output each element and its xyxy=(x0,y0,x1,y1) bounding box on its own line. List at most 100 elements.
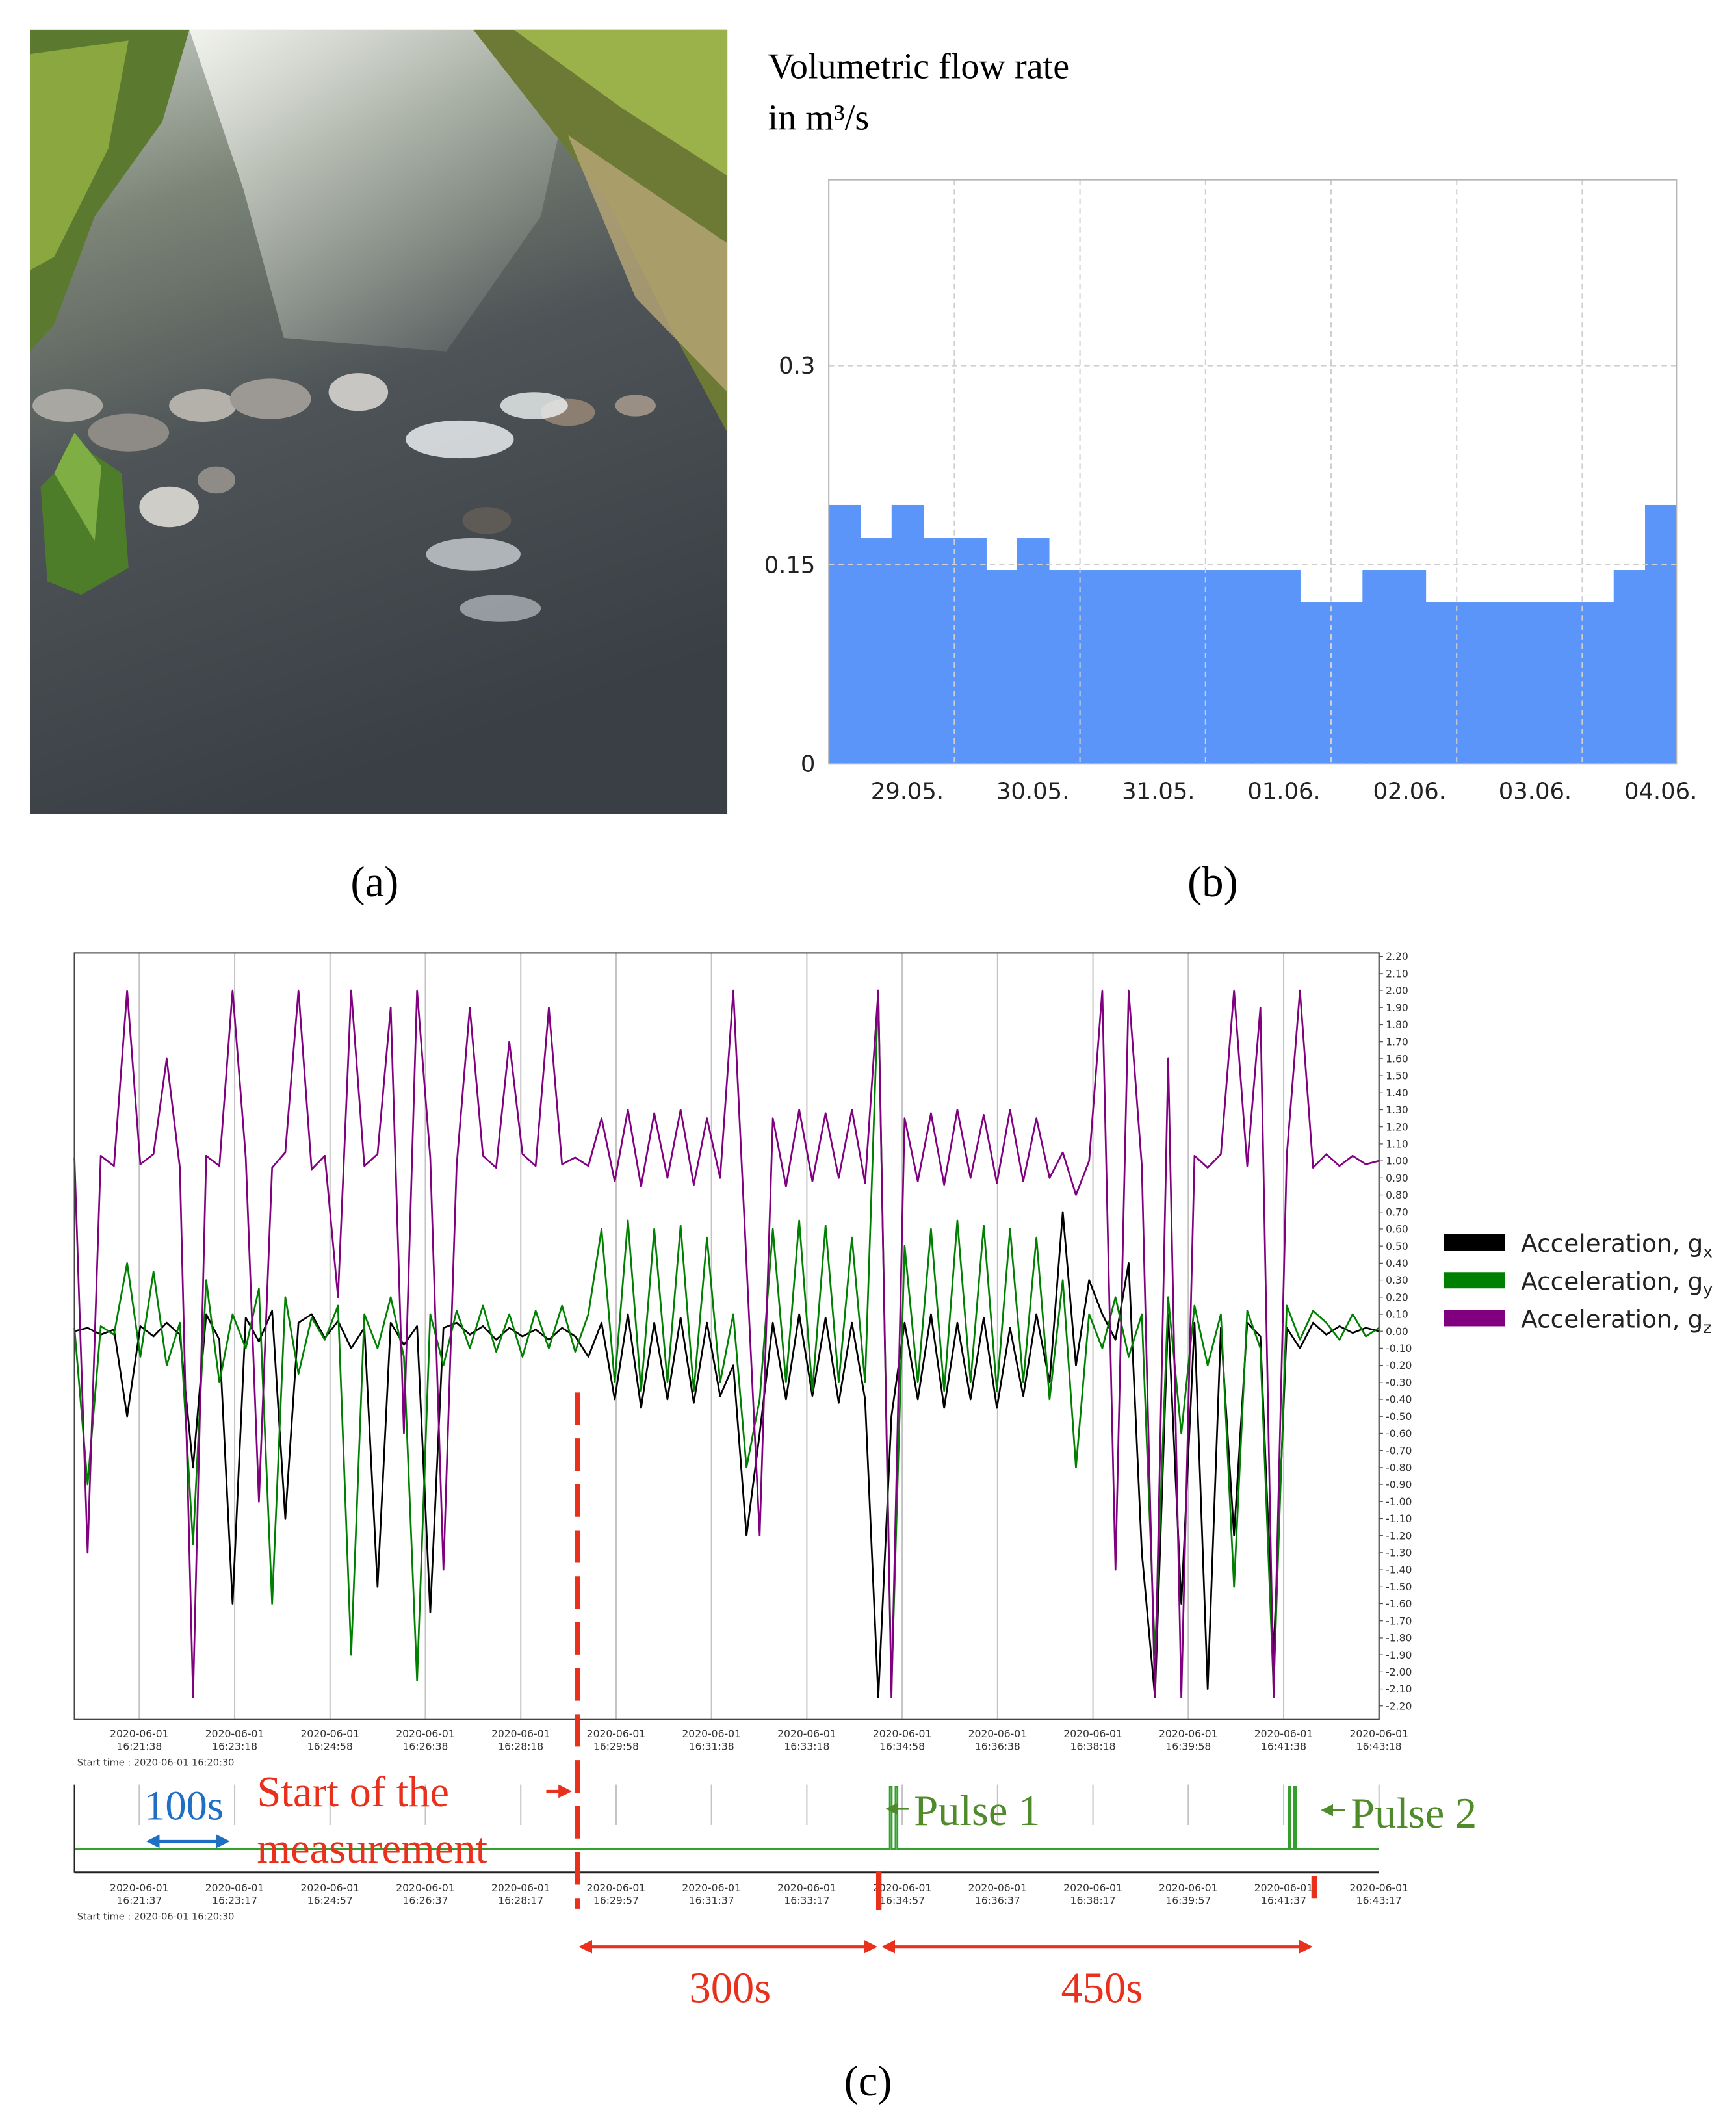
x-tick-time: 16:24:57 xyxy=(307,1895,353,1907)
y-tick-label: 1.10 xyxy=(1386,1139,1408,1150)
x-tick-label: 01.06. xyxy=(1247,778,1320,805)
river-photo xyxy=(29,29,728,814)
x-tick-date: 2020-06-01 xyxy=(491,1882,551,1894)
y-tick-label: -1.90 xyxy=(1386,1650,1412,1661)
x-tick-label: 04.06. xyxy=(1624,778,1697,805)
y-tick-label: -2.00 xyxy=(1386,1666,1412,1678)
area-step xyxy=(1174,570,1207,764)
y-tick-label: 0.50 xyxy=(1386,1241,1408,1252)
area-step xyxy=(1205,570,1238,764)
x-tick-time: 16:33:18 xyxy=(784,1741,829,1753)
x-tick-date: 2020-06-01 xyxy=(301,1882,360,1894)
y-tick-label: 0.00 xyxy=(1386,1326,1408,1338)
x-tick-time: 16:39:58 xyxy=(1165,1741,1211,1753)
area-step xyxy=(1111,570,1144,764)
y-tick-label: -0.30 xyxy=(1386,1377,1412,1388)
y-tick-label: -0.20 xyxy=(1386,1360,1412,1371)
x-tick-date: 2020-06-01 xyxy=(1349,1882,1408,1894)
start-time: Start time : 2020-06-01 16:20:30 xyxy=(77,1757,235,1768)
pulse2-label: Pulse 2 xyxy=(1351,1790,1477,1837)
x-tick-date: 2020-06-01 xyxy=(1349,1728,1408,1740)
panel-label: (a) xyxy=(350,859,398,906)
y-tick-label: -0.40 xyxy=(1386,1394,1412,1406)
legend-label: Acceleration, gx xyxy=(1521,1229,1713,1261)
y-tick-label: -0.80 xyxy=(1386,1462,1412,1473)
x-tick-time: 16:31:38 xyxy=(689,1741,734,1753)
y-tick-label: -2.10 xyxy=(1386,1683,1412,1695)
y-tick-label: -1.30 xyxy=(1386,1548,1412,1559)
x-tick-time: 16:38:18 xyxy=(1070,1741,1116,1753)
y-tick-label: 0.3 xyxy=(779,353,815,380)
series-line xyxy=(73,989,1380,1690)
area-step xyxy=(1488,602,1521,764)
area-step xyxy=(954,538,987,764)
x-tick-date: 2020-06-01 xyxy=(1063,1882,1122,1894)
x-tick-time: 16:31:37 xyxy=(689,1895,734,1907)
x-tick-time: 16:43:17 xyxy=(1356,1895,1402,1907)
x-tick-time: 16:36:38 xyxy=(975,1741,1020,1753)
y-tick-label: -0.10 xyxy=(1386,1343,1412,1355)
start-label: measurement xyxy=(257,1825,487,1873)
y-tick-label: -0.90 xyxy=(1386,1479,1412,1491)
x-tick-date: 2020-06-01 xyxy=(205,1728,265,1740)
interval-label: 100s xyxy=(144,1783,224,1829)
area-step xyxy=(923,538,955,764)
y-tick-label: -0.50 xyxy=(1386,1411,1412,1423)
area-step xyxy=(1645,504,1677,764)
y-tick-label: 0.90 xyxy=(1386,1173,1408,1184)
pulse-line xyxy=(74,1786,1379,1850)
area-step xyxy=(985,570,1018,764)
area-step xyxy=(1048,570,1081,764)
area-step xyxy=(860,538,893,764)
y-tick-label: -1.00 xyxy=(1386,1496,1412,1508)
y-tick-label: 1.40 xyxy=(1386,1087,1408,1099)
x-tick-time: 16:21:38 xyxy=(116,1741,162,1753)
x-tick-date: 2020-06-01 xyxy=(301,1728,360,1740)
area-step xyxy=(1551,602,1583,764)
legend-subscript: z xyxy=(1703,1318,1711,1337)
x-tick-date: 2020-06-01 xyxy=(682,1728,741,1740)
legend-label: Acceleration, gy xyxy=(1521,1267,1713,1299)
x-tick-time: 16:23:17 xyxy=(212,1895,257,1907)
y-tick-label: 0.80 xyxy=(1386,1189,1408,1201)
y-tick-label: 0.15 xyxy=(764,552,816,578)
x-tick-date: 2020-06-01 xyxy=(873,1882,932,1894)
x-tick-time: 16:41:37 xyxy=(1261,1895,1306,1907)
x-tick-time: 16:34:58 xyxy=(879,1741,925,1753)
span2-label: 450s xyxy=(1061,1964,1143,2012)
area-step xyxy=(1457,602,1489,764)
y-tick-label: 0.10 xyxy=(1386,1309,1408,1321)
legend-subscript: x xyxy=(1703,1242,1713,1261)
x-tick-date: 2020-06-01 xyxy=(1159,1882,1218,1894)
area-step xyxy=(1080,570,1113,764)
y-tick-label: 1.90 xyxy=(1386,1002,1408,1014)
legend-subscript: y xyxy=(1703,1280,1713,1299)
x-tick-time: 16:29:58 xyxy=(593,1741,639,1753)
legend-swatch xyxy=(1444,1272,1505,1289)
x-tick-date: 2020-06-01 xyxy=(587,1882,646,1894)
area-step xyxy=(1237,570,1269,764)
y-tick-label: 1.20 xyxy=(1386,1121,1408,1133)
plot-frame xyxy=(73,952,1380,1720)
x-tick-date: 2020-06-01 xyxy=(1159,1728,1218,1740)
chart-title: Volumetric flow rate xyxy=(768,47,1070,87)
x-tick-time: 16:21:37 xyxy=(116,1895,162,1907)
start-label: Start of the xyxy=(257,1769,449,1816)
area-step xyxy=(1143,570,1175,764)
y-tick-label: -1.20 xyxy=(1386,1530,1412,1542)
x-tick-time: 16:24:58 xyxy=(307,1741,353,1753)
area-step xyxy=(1393,570,1427,764)
legend-swatch xyxy=(1444,1234,1505,1251)
area-step xyxy=(1017,538,1050,764)
panel-label: (c) xyxy=(844,2058,892,2105)
area-step xyxy=(1582,602,1614,764)
y-tick-label: 0 xyxy=(801,751,816,778)
x-tick-date: 2020-06-01 xyxy=(777,1882,836,1894)
y-tick-label: 0.30 xyxy=(1386,1275,1408,1286)
y-tick-label: 1.30 xyxy=(1386,1104,1408,1116)
x-tick-date: 2020-06-01 xyxy=(873,1728,932,1740)
y-tick-label: 1.70 xyxy=(1386,1036,1408,1048)
x-tick-time: 16:43:18 xyxy=(1356,1741,1402,1753)
area-step xyxy=(1331,602,1364,764)
